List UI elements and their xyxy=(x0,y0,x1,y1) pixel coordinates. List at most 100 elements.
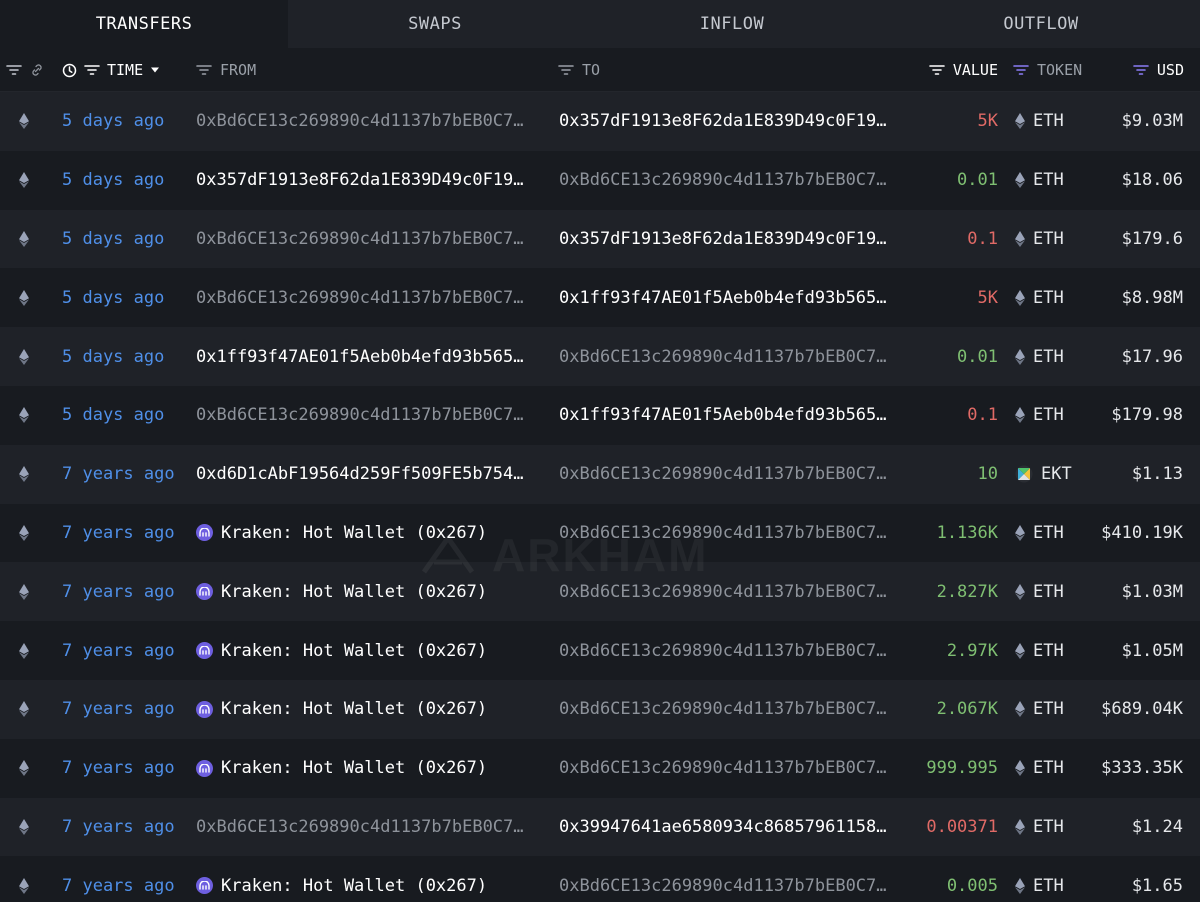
table-row[interactable]: 7 years ago Kraken: Hot Wallet (0x267) 0xB… xyxy=(0,679,1200,739)
from-address[interactable]: 0xBd6CE13c269890c4d1137b7bEB0C7… xyxy=(196,228,524,249)
from-address[interactable]: 0xBd6CE13c269890c4d1137b7bEB0C7… xyxy=(196,405,524,426)
to-address[interactable]: 0xBd6CE13c269890c4d1137b7bEB0C7… xyxy=(559,581,887,602)
table-row[interactable]: 7 years ago Kraken: Hot Wallet (0x267) 0xB… xyxy=(0,856,1200,902)
token-cell[interactable]: ETH xyxy=(1015,327,1064,386)
header-to[interactable]: TO xyxy=(558,48,600,92)
filter-icon[interactable] xyxy=(558,64,574,76)
entity-label[interactable]: Kraken: Hot Wallet (0x267) xyxy=(196,523,487,543)
table-row[interactable]: 5 days ago 0x1ff93f47AE01f5Aeb0b4efd93b56… xyxy=(0,327,1200,386)
token-cell[interactable]: EKT xyxy=(1015,445,1072,504)
time-link[interactable]: 7 years ago xyxy=(62,464,175,485)
chain-eth-icon[interactable] xyxy=(19,210,29,269)
token-cell[interactable]: ETH xyxy=(1015,504,1064,563)
table-row[interactable]: 5 days ago 0xBd6CE13c269890c4d1137b7bEB0C… xyxy=(0,92,1200,151)
chain-eth-icon[interactable] xyxy=(19,562,29,621)
header-token[interactable]: TOKEN xyxy=(1013,48,1082,92)
to-address[interactable]: 0x357dF1913e8F62da1E839D49c0F19… xyxy=(559,111,887,132)
to-address[interactable]: 0xBd6CE13c269890c4d1137b7bEB0C7… xyxy=(559,699,887,720)
time-link[interactable]: 7 years ago xyxy=(62,699,175,720)
time-link[interactable]: 5 days ago xyxy=(62,170,165,191)
table-row[interactable]: 5 days ago 0xBd6CE13c269890c4d1137b7bEB0C… xyxy=(0,209,1200,269)
from-address[interactable]: 0x1ff93f47AE01f5Aeb0b4efd93b565… xyxy=(196,346,524,367)
token-cell[interactable]: ETH xyxy=(1015,680,1064,739)
entity-label[interactable]: Kraken: Hot Wallet (0x267) xyxy=(196,641,487,661)
tab-inflow[interactable]: INFLOW xyxy=(699,14,765,34)
time-link[interactable]: 7 years ago xyxy=(62,875,175,896)
table-row[interactable]: 5 days ago 0x357dF1913e8F62da1E839D49c0F1… xyxy=(0,150,1200,210)
chain-eth-icon[interactable] xyxy=(19,151,29,210)
chain-eth-icon[interactable] xyxy=(19,504,29,563)
table-row[interactable]: 7 years ago 0xBd6CE13c269890c4d1137b7bEB0… xyxy=(0,797,1200,857)
chain-eth-icon[interactable] xyxy=(19,327,29,386)
filter-icon[interactable] xyxy=(196,64,212,76)
table-row[interactable]: 7 years ago Kraken: Hot Wallet (0x267) 0xB… xyxy=(0,562,1200,622)
table-row[interactable]: 5 days ago 0xBd6CE13c269890c4d1137b7bEB0C… xyxy=(0,268,1200,328)
time-link[interactable]: 7 years ago xyxy=(62,640,175,661)
chain-eth-icon[interactable] xyxy=(19,856,29,902)
chain-eth-icon[interactable] xyxy=(19,739,29,798)
to-address[interactable]: 0xBd6CE13c269890c4d1137b7bEB0C7… xyxy=(559,875,887,896)
table-row[interactable]: 7 years ago Kraken: Hot Wallet (0x267) 0xB… xyxy=(0,503,1200,563)
token-cell[interactable]: ETH xyxy=(1015,386,1064,445)
header-value[interactable]: VALUE xyxy=(929,48,998,92)
time-link[interactable]: 7 years ago xyxy=(62,522,175,543)
link-icon[interactable] xyxy=(30,63,44,77)
chain-eth-icon[interactable] xyxy=(19,268,29,327)
tab-transfers[interactable]: TRANSFERS xyxy=(0,0,288,48)
to-address[interactable]: 0xBd6CE13c269890c4d1137b7bEB0C7… xyxy=(559,346,887,367)
chain-eth-icon[interactable] xyxy=(19,92,29,151)
entity-label[interactable]: Kraken: Hot Wallet (0x267) xyxy=(196,582,487,602)
to-address[interactable]: 0xBd6CE13c269890c4d1137b7bEB0C7… xyxy=(559,522,887,543)
filter-icon[interactable] xyxy=(1133,64,1149,76)
table-row[interactable]: 7 years ago Kraken: Hot Wallet (0x267) 0xB… xyxy=(0,621,1200,680)
token-cell[interactable]: ETH xyxy=(1015,621,1064,680)
to-address[interactable]: 0xBd6CE13c269890c4d1137b7bEB0C7… xyxy=(559,640,887,661)
time-link[interactable]: 5 days ago xyxy=(62,287,165,308)
token-cell[interactable]: ETH xyxy=(1015,856,1064,902)
from-address[interactable]: 0xBd6CE13c269890c4d1137b7bEB0C7… xyxy=(196,111,524,132)
entity-label[interactable]: Kraken: Hot Wallet (0x267) xyxy=(196,699,487,719)
filter-icon[interactable] xyxy=(84,64,100,76)
time-link[interactable]: 5 days ago xyxy=(62,405,165,426)
filter-icon[interactable] xyxy=(929,64,945,76)
header-time[interactable]: TIME xyxy=(62,48,160,92)
filter-icon[interactable] xyxy=(6,64,22,76)
filter-icon[interactable] xyxy=(1013,64,1029,76)
table-row[interactable]: 5 days ago 0xBd6CE13c269890c4d1137b7bEB0C… xyxy=(0,385,1200,445)
entity-label[interactable]: Kraken: Hot Wallet (0x267) xyxy=(196,876,487,896)
chain-eth-icon[interactable] xyxy=(19,386,29,445)
time-link[interactable]: 7 years ago xyxy=(62,758,175,779)
tab-outflow[interactable]: OUTFLOW xyxy=(1003,14,1079,34)
time-link[interactable]: 5 days ago xyxy=(62,346,165,367)
token-cell[interactable]: ETH xyxy=(1015,798,1064,857)
chain-eth-icon[interactable] xyxy=(19,680,29,739)
to-address[interactable]: 0xBd6CE13c269890c4d1137b7bEB0C7… xyxy=(559,170,887,191)
token-cell[interactable]: ETH xyxy=(1015,151,1064,210)
token-cell[interactable]: ETH xyxy=(1015,268,1064,327)
tab-swaps[interactable]: SWAPS xyxy=(408,14,462,34)
token-cell[interactable]: ETH xyxy=(1015,210,1064,269)
chain-eth-icon[interactable] xyxy=(19,621,29,680)
to-address[interactable]: 0x357dF1913e8F62da1E839D49c0F19… xyxy=(559,228,887,249)
entity-label[interactable]: Kraken: Hot Wallet (0x267) xyxy=(196,758,487,778)
header-usd[interactable]: USD xyxy=(1133,48,1184,92)
table-row[interactable]: 7 years ago 0xd6D1cAbF19564d259Ff509FE5b7… xyxy=(0,444,1200,504)
token-cell[interactable]: ETH xyxy=(1015,92,1064,151)
to-address[interactable]: 0x39947641ae6580934c86857961158… xyxy=(559,816,887,837)
to-address[interactable]: 0xBd6CE13c269890c4d1137b7bEB0C7… xyxy=(559,758,887,779)
sort-down-icon[interactable] xyxy=(150,66,160,74)
from-address[interactable]: 0xBd6CE13c269890c4d1137b7bEB0C7… xyxy=(196,287,524,308)
from-address[interactable]: 0xBd6CE13c269890c4d1137b7bEB0C7… xyxy=(196,816,524,837)
from-address[interactable]: 0x357dF1913e8F62da1E839D49c0F19… xyxy=(196,170,524,191)
to-address[interactable]: 0x1ff93f47AE01f5Aeb0b4efd93b565… xyxy=(559,405,887,426)
token-cell[interactable]: ETH xyxy=(1015,562,1064,621)
from-address[interactable]: 0xd6D1cAbF19564d259Ff509FE5b754… xyxy=(196,464,524,485)
to-address[interactable]: 0x1ff93f47AE01f5Aeb0b4efd93b565… xyxy=(559,287,887,308)
chain-eth-icon[interactable] xyxy=(19,798,29,857)
time-link[interactable]: 5 days ago xyxy=(62,228,165,249)
table-row[interactable]: 7 years ago Kraken: Hot Wallet (0x267) 0xB… xyxy=(0,738,1200,798)
token-cell[interactable]: ETH xyxy=(1015,739,1064,798)
time-link[interactable]: 7 years ago xyxy=(62,816,175,837)
to-address[interactable]: 0xBd6CE13c269890c4d1137b7bEB0C7… xyxy=(559,464,887,485)
time-link[interactable]: 7 years ago xyxy=(62,581,175,602)
